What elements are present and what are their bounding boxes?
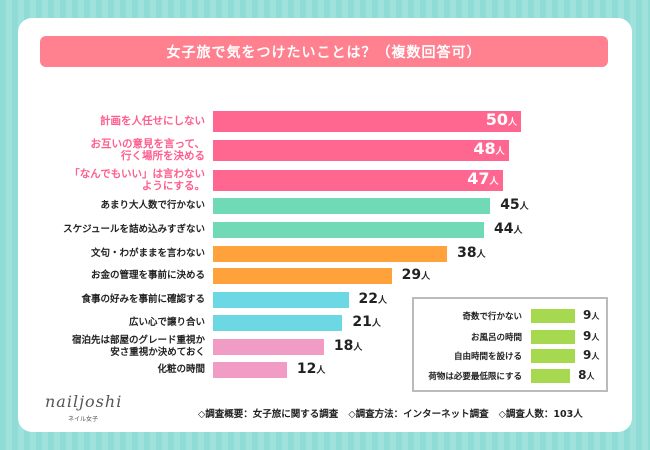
value-label: 45人 bbox=[500, 197, 529, 213]
footer: ◇調査概要：女子旅に関する調査 ◇調査方法：インターネット調査 ◇調査人数：10… bbox=[198, 406, 583, 420]
value-number: 48 bbox=[473, 139, 496, 158]
inset-bar bbox=[531, 369, 571, 383]
inset-category-label: 奇数で行かない bbox=[462, 312, 522, 322]
value-number: 38 bbox=[457, 245, 477, 261]
unit: 人 bbox=[513, 226, 523, 236]
unit: 人 bbox=[353, 343, 363, 353]
category-label: 文句・わがままを言わない bbox=[90, 248, 205, 259]
category-label: 食事の好みを事前に確認する bbox=[81, 294, 205, 305]
value-number: 21 bbox=[352, 314, 372, 330]
inset-category-label: 荷物は必要最低限にする bbox=[428, 372, 522, 382]
chart-title: 女子旅で気をつけたいことは？（複数回答可） bbox=[40, 36, 608, 67]
category-label: あまり大人数で行かない bbox=[100, 200, 205, 211]
bar bbox=[213, 268, 392, 284]
value-label: 47人 bbox=[467, 169, 498, 188]
value-label: 18人 bbox=[334, 338, 363, 354]
value-number: 47 bbox=[467, 169, 490, 188]
value-label: 38人 bbox=[457, 245, 486, 261]
unit: 人 bbox=[371, 319, 381, 329]
value-label: 29人 bbox=[402, 267, 431, 283]
unit: 人 bbox=[316, 366, 326, 376]
bar bbox=[213, 246, 448, 262]
footer-summary: ◇調査概要：女子旅に関する調査 bbox=[198, 409, 339, 420]
unit: 人 bbox=[519, 202, 529, 212]
category-label: お互いの意見を言って、 行く場所を決める bbox=[90, 138, 205, 162]
category-label: 「なんでもいい」は言わない ようにする。 bbox=[69, 168, 205, 192]
unit: 人 bbox=[378, 296, 388, 306]
unit: 人 bbox=[489, 177, 499, 187]
unit: 人 bbox=[476, 250, 486, 260]
inset-bar bbox=[531, 349, 575, 363]
value-label: 22人 bbox=[359, 291, 388, 307]
unit: 人 bbox=[421, 272, 431, 282]
inset-category-label: 自由時間を設ける bbox=[453, 352, 522, 362]
inset-bar bbox=[531, 330, 575, 344]
category-label: 広い心で譲り合い bbox=[128, 317, 205, 328]
inset-value-label: 8人 bbox=[578, 368, 595, 382]
category-label: 化粧の時間 bbox=[157, 364, 205, 375]
logo: nailjoshi bbox=[45, 392, 123, 411]
bar bbox=[213, 110, 521, 132]
value-number: 22 bbox=[358, 291, 378, 307]
value-label: 12人 bbox=[297, 361, 326, 377]
value-number: 29 bbox=[401, 267, 422, 283]
category-label: お金の管理を事前に決める bbox=[90, 270, 205, 281]
value-label: 44人 bbox=[494, 221, 523, 237]
bar bbox=[213, 362, 287, 378]
inset-value-label: 9人 bbox=[583, 329, 600, 343]
bar bbox=[213, 339, 324, 355]
logo-subtitle: ネイル女子 bbox=[68, 416, 99, 423]
category-label: スケジュールを詰め込みすぎない bbox=[63, 224, 205, 235]
inset-bar bbox=[531, 309, 575, 323]
value-number: 45 bbox=[500, 197, 520, 213]
unit: 人 bbox=[507, 118, 517, 128]
inset-chart: 奇数で行かない 9人 お風呂の時間 9人 自由時間を設ける 9人 荷物は必要最低限にする 8人 bbox=[412, 297, 608, 392]
inset-category-label: お風呂の時間 bbox=[470, 333, 522, 343]
category-label: 宿泊先は部屋のグレード重視か 安さ重視か決めておく bbox=[71, 335, 205, 358]
bar bbox=[213, 139, 509, 161]
inset-value-label: 9人 bbox=[583, 348, 600, 362]
value-number: 12 bbox=[296, 361, 317, 377]
footer-method: ◇調査方法：インターネット調査 bbox=[348, 409, 489, 420]
value-label: 48人 bbox=[473, 139, 504, 158]
value-label: 21人 bbox=[352, 314, 381, 330]
value-number: 44 bbox=[494, 221, 514, 237]
value-number: 18 bbox=[333, 338, 354, 354]
footer-count: ◇調査人数：103人 bbox=[498, 409, 583, 420]
value-label: 50人 bbox=[486, 110, 517, 129]
bar bbox=[213, 198, 491, 214]
bar bbox=[213, 292, 349, 308]
inset-value-label: 9人 bbox=[583, 308, 600, 322]
value-number: 50 bbox=[485, 110, 508, 129]
unit: 人 bbox=[495, 147, 505, 157]
bar bbox=[213, 169, 503, 191]
category-label: 計画を人任せにしない bbox=[100, 115, 205, 127]
bar bbox=[213, 222, 485, 238]
bar bbox=[213, 315, 343, 331]
